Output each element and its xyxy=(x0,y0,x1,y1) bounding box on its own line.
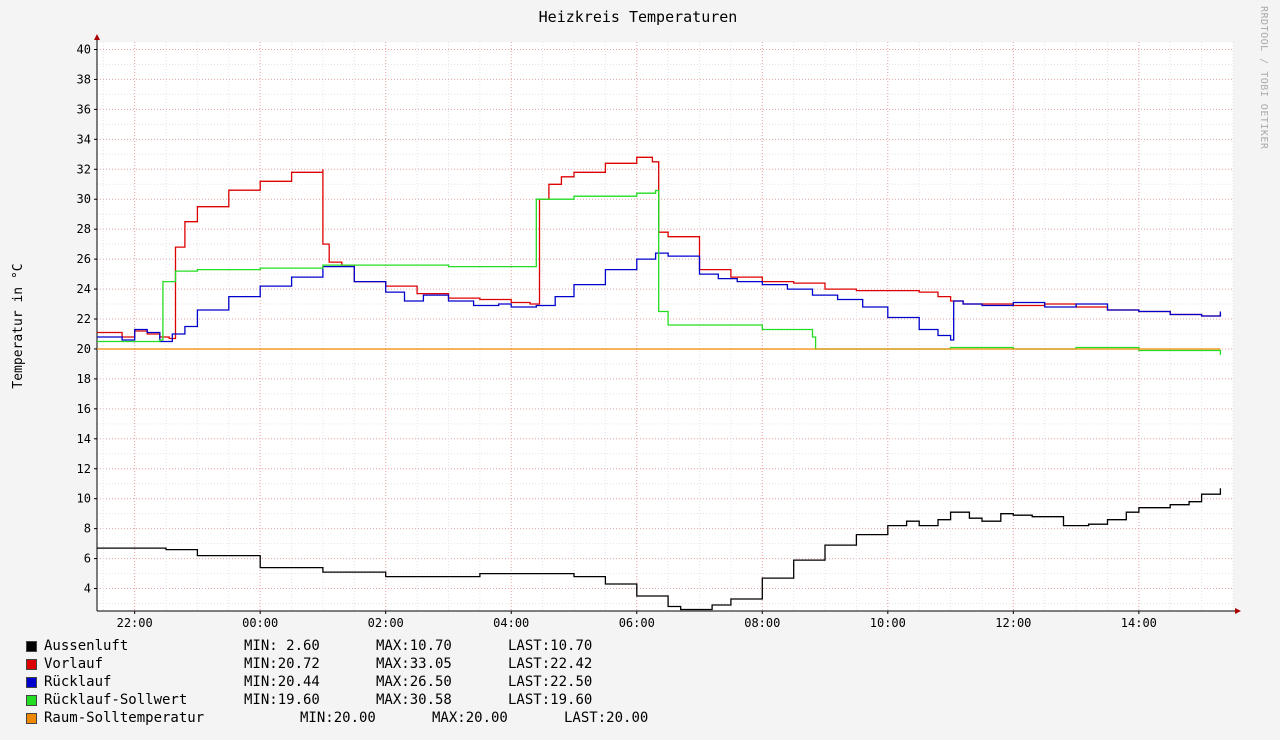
legend-max: MAX:33.05 xyxy=(376,656,452,672)
legend-max: MAX:30.58 xyxy=(376,692,452,708)
series-lines xyxy=(97,156,1222,611)
legend-min: MIN: 2.60 xyxy=(244,638,320,654)
series-aussenluft-line xyxy=(97,488,1222,611)
y-tick-label: 10 xyxy=(77,492,91,506)
legend-last: LAST:19.60 xyxy=(508,692,593,708)
legend-item: Vorlauf MIN:20.72 MAX:33.05 LAST:22.42 xyxy=(26,655,696,673)
y-tick-label: 36 xyxy=(77,102,91,116)
y-tick-label: 28 xyxy=(77,222,91,236)
y-tick-label: 30 xyxy=(77,192,91,206)
plot-background xyxy=(97,42,1233,611)
legend-last: LAST:10.70 xyxy=(508,638,593,654)
y-tick-label: 26 xyxy=(77,252,91,266)
x-tick-label: 08:00 xyxy=(744,616,780,630)
y-tick-label: 16 xyxy=(77,402,91,416)
legend-item: Rücklauf-Sollwert MIN:19.60 MAX:30.58 LAST:… xyxy=(26,691,696,709)
x-tick-label: 12:00 xyxy=(995,616,1031,630)
y-tick-label: 24 xyxy=(77,282,91,296)
x-tick-label: 22:00 xyxy=(117,616,153,630)
legend-item: Rücklauf MIN:20.44 MAX:26.50 LAST:22.50 xyxy=(26,673,696,691)
legend-series-name: Rücklauf-Sollwert xyxy=(44,692,188,708)
y-tick-label: 8 xyxy=(84,522,91,536)
legend-max: MAX:10.70 xyxy=(376,638,452,654)
y-axis-arrow xyxy=(94,34,100,40)
y-tick-label: 40 xyxy=(77,42,91,56)
legend-swatch xyxy=(26,712,37,724)
x-tick-label: 06:00 xyxy=(619,616,655,630)
legend-series-name: Raum-Solltemperatur xyxy=(44,710,205,726)
x-tick-label: 10:00 xyxy=(870,616,906,630)
y-tick-label: 20 xyxy=(77,342,91,356)
legend-item: Raum-Solltemperatur MIN:20.00 MAX:20.00 LAS… xyxy=(26,709,696,727)
y-axis-label: Temperatur in °C xyxy=(11,263,26,388)
legend-min: MIN:20.00 xyxy=(300,710,376,726)
legend-swatch xyxy=(26,658,37,670)
legend-last: LAST:20.00 xyxy=(564,710,649,726)
legend-swatch xyxy=(26,694,37,706)
legend-series-name: Vorlauf xyxy=(44,656,104,672)
y-tick-label: 14 xyxy=(77,432,91,446)
legend-min: MIN:20.72 xyxy=(244,656,320,672)
y-tick-label: 34 xyxy=(77,132,91,146)
x-tick-label: 02:00 xyxy=(368,616,404,630)
legend-max: MAX:20.00 xyxy=(432,710,508,726)
y-tick-label: 38 xyxy=(77,72,91,86)
legend: Aussenluft MIN: 2.60 MAX:10.70 LAST:10.70 Vo… xyxy=(26,637,696,727)
y-tick-label: 4 xyxy=(84,582,91,596)
legend-min: MIN:19.60 xyxy=(244,692,320,708)
legend-max: MAX:26.50 xyxy=(376,674,452,690)
legend-swatch xyxy=(26,640,37,652)
series-r-cklauf-line xyxy=(97,252,1222,343)
legend-series-name: Aussenluft xyxy=(44,638,129,654)
y-tick-label: 6 xyxy=(84,552,91,566)
x-tick-label: 04:00 xyxy=(493,616,529,630)
y-tick-label: 32 xyxy=(77,162,91,176)
y-tick-label: 12 xyxy=(77,462,91,476)
series-r-cklauf-sollwert-line xyxy=(97,189,1222,355)
legend-last: LAST:22.42 xyxy=(508,656,593,672)
grid xyxy=(97,42,1234,611)
legend-item: Aussenluft MIN: 2.60 MAX:10.70 LAST:10.70 xyxy=(26,637,696,655)
y-tick-label: 18 xyxy=(77,372,91,386)
legend-min: MIN:20.44 xyxy=(244,674,320,690)
chart-title: Heizkreis Temperaturen xyxy=(539,8,738,26)
legend-series-name: Rücklauf xyxy=(44,674,112,690)
x-tick-label: 00:00 xyxy=(242,616,278,630)
rrdtool-watermark: RRDTOOL / TOBI OETIKER xyxy=(1258,6,1269,150)
legend-last: LAST:22.50 xyxy=(508,674,593,690)
axes: 4 6 8 10 12 14 16 18 20 22 24 26 28 30 32 34 36 38 40 22:00… xyxy=(77,34,1241,630)
legend-swatch xyxy=(26,676,37,688)
y-tick-label: 22 xyxy=(77,312,91,326)
x-axis-arrow xyxy=(1235,608,1241,614)
x-tick-label: 14:00 xyxy=(1121,616,1157,630)
